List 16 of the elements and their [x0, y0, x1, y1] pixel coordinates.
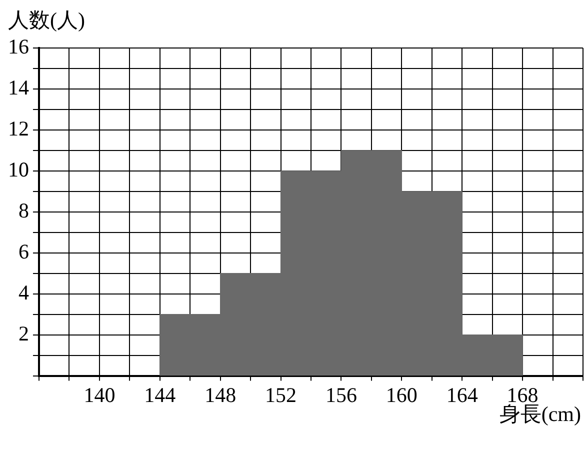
y-tick-label: 12: [8, 116, 29, 140]
y-tick-label: 14: [8, 75, 30, 100]
x-tick-label: 156: [325, 382, 357, 407]
x-tick-label: 152: [265, 382, 297, 407]
x-tick-label: 164: [446, 382, 478, 407]
y-tick-label: 8: [18, 198, 29, 222]
x-tick-label: 144: [144, 382, 176, 407]
y-tick-label: 16: [8, 34, 29, 59]
x-tick-label: 160: [386, 382, 418, 407]
x-tick-label: 140: [84, 382, 116, 407]
y-tick-label: 10: [8, 157, 29, 182]
x-tick-label: 148: [204, 382, 236, 407]
y-tick-label: 2: [18, 321, 29, 346]
y-tick-label: 6: [18, 239, 29, 264]
y-tick-label: 4: [18, 280, 30, 304]
y-axis-title: 人数(人): [8, 7, 85, 34]
